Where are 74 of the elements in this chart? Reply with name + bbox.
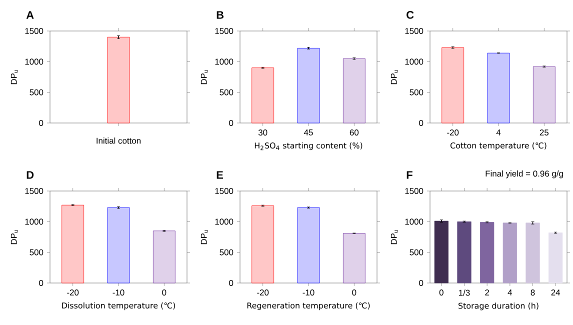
- x-tick-label: 0: [439, 290, 444, 296]
- x-tick-label: 0: [352, 290, 356, 296]
- chart-title: C: [406, 10, 414, 19]
- y-axis-title: DP$_{u}$: [10, 230, 18, 244]
- y-tick-label: 1500: [215, 28, 234, 34]
- x-tick-label: 8: [530, 290, 535, 296]
- x-tick-label: 4: [508, 290, 512, 296]
- y-tick-label: 1500: [25, 28, 44, 34]
- y-tick-label: 1000: [25, 218, 44, 225]
- x-tick-label: 30: [258, 130, 268, 136]
- text: Final yield = 0.96 g/g: [486, 170, 563, 178]
- y-tick-label: 1500: [405, 28, 424, 34]
- y-tick-label: 500: [220, 249, 234, 256]
- bar: [342, 233, 366, 284]
- y-tick-label: 1000: [215, 58, 234, 65]
- x-tick-label: -10: [302, 290, 314, 296]
- x-tick-label: 60: [350, 130, 359, 136]
- y-tick-label: 0: [419, 120, 424, 126]
- y-tick-label: 1500: [405, 188, 424, 194]
- y-tick-label: 500: [30, 89, 44, 96]
- y-axis-title: DP$_{u}$: [390, 230, 398, 244]
- y-tick-label: 500: [410, 89, 424, 96]
- x-tick-label: 25: [540, 130, 549, 136]
- x-tick-label: 1/3: [459, 290, 470, 296]
- x-tick-label: -10: [112, 290, 124, 296]
- y-axis-title: DP$_{u}$: [390, 70, 398, 84]
- bar: [526, 222, 540, 284]
- bar: [252, 68, 274, 124]
- bar: [502, 222, 517, 284]
- bar: [480, 222, 494, 284]
- bar: [297, 207, 320, 284]
- bar: [297, 48, 320, 124]
- x-tick-label: 2: [485, 290, 490, 296]
- chart-title: B: [216, 11, 224, 19]
- bar: [252, 206, 274, 284]
- y-tick-label: 1000: [405, 218, 424, 225]
- bar: [442, 47, 464, 124]
- y-tick-label: 500: [410, 249, 424, 256]
- x-tick-label: 4: [496, 130, 501, 136]
- x-tick-label: -20: [447, 130, 459, 136]
- bar: [342, 58, 366, 124]
- chart-title: F: [406, 171, 412, 179]
- chart-title: A: [26, 11, 34, 19]
- bar: [434, 220, 448, 284]
- chart-title: D: [26, 171, 34, 179]
- y-tick-label: 1500: [25, 188, 44, 194]
- bar: [457, 221, 472, 284]
- y-tick-label: 0: [419, 280, 424, 286]
- bar: [62, 204, 84, 284]
- y-tick-label: 0: [39, 280, 44, 286]
- x-tick-label: -20: [67, 290, 79, 296]
- bar: [107, 207, 130, 284]
- y-tick-label: 0: [39, 120, 44, 126]
- y-tick-label: 1500: [215, 188, 234, 194]
- y-axis-title: DP$_{u}$: [10, 70, 18, 84]
- y-axis-title: DP$_{u}$: [200, 230, 208, 244]
- y-tick-label: 500: [30, 249, 44, 256]
- y-tick-label: 0: [229, 120, 234, 126]
- x-tick-label: -20: [257, 290, 269, 296]
- bar: [487, 52, 510, 124]
- y-tick-label: 500: [220, 89, 234, 96]
- x-tick-label: 45: [304, 130, 313, 136]
- bar: [532, 66, 556, 124]
- bar: [152, 230, 176, 284]
- x-tick-label: 24: [551, 290, 560, 296]
- bar: [548, 232, 563, 284]
- x-tick-label: Initial cotton: [96, 138, 141, 144]
- y-tick-label: 1000: [215, 218, 234, 225]
- y-tick-label: 1000: [25, 58, 44, 65]
- y-tick-label: 1000: [405, 58, 424, 65]
- y-tick-label: 0: [229, 280, 234, 286]
- x-tick-label: 0: [162, 290, 166, 296]
- y-axis-title: DP$_{u}$: [200, 70, 208, 84]
- chart-title: E: [216, 171, 223, 179]
